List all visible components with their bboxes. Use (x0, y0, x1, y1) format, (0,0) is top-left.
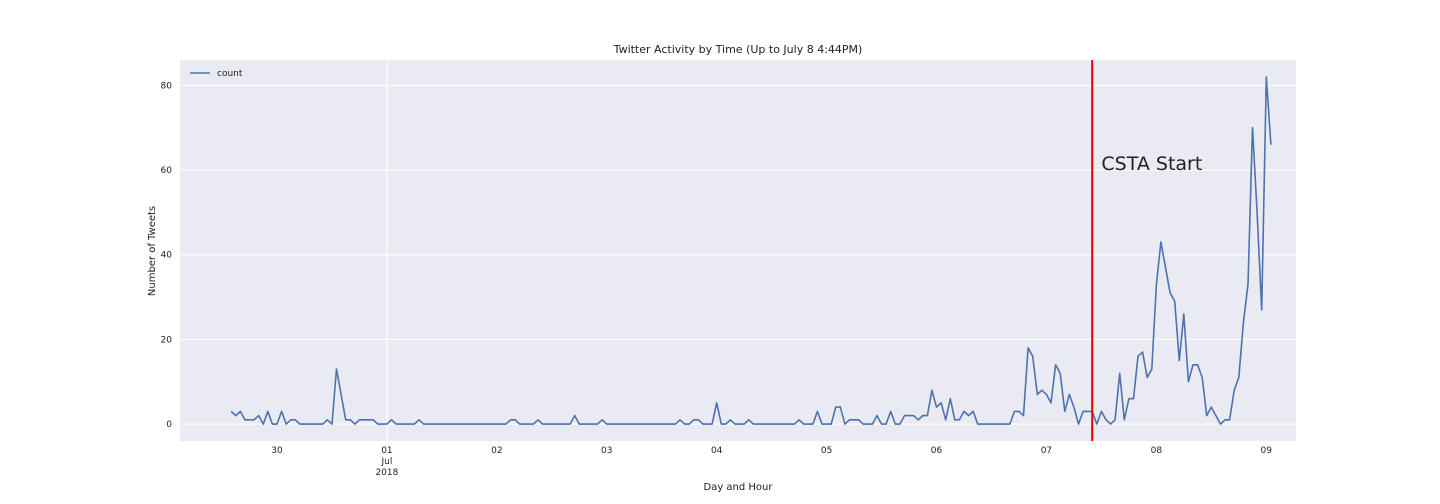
annotations: CSTA Start (1091, 60, 1202, 441)
y-tick-label: 80 (161, 81, 173, 91)
x-tick-label: 05 (821, 446, 832, 456)
series-layer (230, 76, 1272, 425)
series-line-count (230, 76, 1272, 425)
y-tick-label: 60 (161, 166, 173, 176)
plot-area (180, 60, 1296, 441)
x-tick-label: 02 (491, 446, 502, 456)
y-tick-label: 0 (166, 420, 172, 430)
x-tick-label: 04 (711, 446, 723, 456)
x-tick-label: 30 (271, 446, 283, 456)
legend: count (190, 69, 243, 79)
x-tick-label: 07 (1041, 446, 1052, 456)
y-axis-label: Number of Tweets (147, 206, 158, 296)
x-axis-label: Day and Hour (703, 482, 773, 493)
x-tick-label: 08 (1151, 446, 1163, 456)
y-tick-label: 20 (161, 335, 173, 345)
x-tick-label: 01 (381, 446, 392, 456)
csta-start-annotation: CSTA Start (1101, 153, 1202, 175)
x-tick-label: 06 (931, 446, 943, 456)
x-tick-label: Jul (380, 457, 392, 467)
x-tick-label: 09 (1261, 446, 1273, 456)
y-tick-label: 40 (161, 251, 173, 261)
legend-label-count: count (217, 69, 243, 79)
x-tick-label: 03 (601, 446, 612, 456)
x-tick-label: 2018 (375, 468, 398, 478)
chart-title: Twitter Activity by Time (Up to July 8 4… (613, 43, 863, 56)
